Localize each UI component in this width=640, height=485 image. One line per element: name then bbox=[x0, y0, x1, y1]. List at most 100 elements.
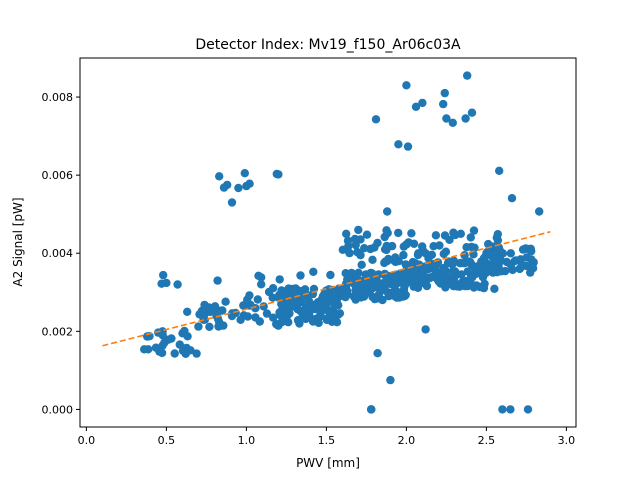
y-tick-label: 0.006 bbox=[42, 169, 74, 182]
data-point bbox=[257, 280, 266, 289]
data-point bbox=[515, 264, 524, 274]
data-point bbox=[173, 280, 182, 289]
data-point bbox=[380, 258, 389, 268]
x-tick-label: 2.5 bbox=[478, 434, 496, 447]
data-point bbox=[471, 263, 481, 273]
data-point bbox=[205, 307, 215, 317]
data-point bbox=[490, 284, 499, 293]
fit-line bbox=[102, 230, 551, 347]
data-point bbox=[157, 279, 166, 288]
data-point bbox=[421, 325, 430, 334]
data-point bbox=[200, 300, 209, 310]
data-point bbox=[383, 228, 392, 238]
data-point bbox=[440, 88, 449, 98]
data-point bbox=[379, 285, 388, 295]
data-point bbox=[170, 349, 179, 358]
data-point bbox=[445, 235, 454, 244]
data-point bbox=[409, 282, 418, 291]
data-point bbox=[323, 314, 332, 323]
data-point bbox=[297, 313, 307, 323]
data-point bbox=[140, 345, 149, 354]
data-point bbox=[507, 194, 517, 203]
data-point bbox=[439, 99, 448, 109]
data-point bbox=[234, 183, 243, 193]
data-point bbox=[435, 241, 444, 250]
data-point bbox=[308, 317, 318, 326]
data-point bbox=[352, 270, 361, 279]
data-point bbox=[243, 312, 252, 321]
x-tick-label: 0.5 bbox=[158, 434, 176, 447]
data-point bbox=[164, 335, 173, 344]
data-point bbox=[269, 313, 278, 322]
data-point bbox=[452, 282, 462, 291]
data-point bbox=[493, 230, 502, 239]
data-point bbox=[465, 257, 474, 266]
data-point bbox=[403, 142, 413, 151]
data-point bbox=[394, 140, 403, 149]
data-point bbox=[388, 255, 397, 264]
data-point bbox=[262, 309, 272, 318]
data-point bbox=[277, 318, 286, 327]
data-point bbox=[466, 233, 475, 242]
data-point bbox=[527, 255, 536, 264]
data-point bbox=[290, 285, 299, 295]
data-point bbox=[357, 260, 366, 269]
x-tick-label: 1.5 bbox=[318, 434, 336, 447]
data-point bbox=[178, 346, 188, 355]
data-point bbox=[341, 293, 350, 302]
data-point bbox=[290, 300, 299, 310]
data-point bbox=[371, 115, 381, 124]
data-point bbox=[389, 271, 398, 280]
data-point bbox=[498, 249, 508, 258]
data-point bbox=[242, 181, 251, 191]
x-tick-label: 3.0 bbox=[558, 434, 576, 447]
data-point bbox=[384, 291, 393, 301]
data-point bbox=[255, 317, 264, 326]
data-point bbox=[449, 269, 458, 278]
data-point bbox=[506, 405, 515, 414]
data-point bbox=[315, 311, 325, 321]
data-point bbox=[471, 269, 481, 279]
data-point bbox=[386, 375, 395, 385]
data-point bbox=[431, 231, 441, 240]
data-point bbox=[484, 266, 493, 275]
data-point bbox=[368, 255, 377, 264]
x-axis-label: PWV [mm] bbox=[296, 456, 360, 470]
data-point bbox=[518, 245, 528, 254]
data-point bbox=[335, 309, 345, 318]
data-point bbox=[467, 108, 477, 117]
y-tick-label: 0.002 bbox=[42, 325, 74, 338]
data-point bbox=[275, 275, 284, 284]
data-point bbox=[159, 270, 168, 280]
data-point bbox=[213, 276, 222, 285]
data-point bbox=[195, 310, 204, 319]
fit-line-layer bbox=[102, 230, 551, 347]
data-point bbox=[212, 311, 221, 320]
data-point bbox=[304, 304, 313, 313]
data-point bbox=[368, 292, 377, 302]
data-point bbox=[382, 277, 392, 286]
data-point bbox=[311, 304, 320, 314]
data-point bbox=[457, 270, 466, 279]
data-point bbox=[435, 277, 444, 286]
data-point bbox=[460, 251, 469, 260]
data-point bbox=[343, 244, 352, 253]
data-point bbox=[326, 270, 335, 280]
data-point bbox=[478, 273, 488, 282]
data-point bbox=[350, 234, 360, 244]
data-point bbox=[227, 198, 237, 207]
data-point bbox=[470, 243, 479, 252]
data-point bbox=[411, 102, 421, 112]
data-point bbox=[215, 321, 225, 330]
data-point bbox=[254, 271, 263, 280]
data-point bbox=[439, 263, 449, 273]
data-point bbox=[463, 71, 472, 80]
data-point bbox=[411, 275, 420, 285]
x-axis: 0.0 0.5 1.0 1.5 2.0 2.5 3.0 bbox=[78, 427, 576, 447]
data-point bbox=[498, 405, 507, 414]
data-point bbox=[272, 169, 281, 179]
data-point bbox=[240, 169, 249, 178]
data-point bbox=[155, 347, 164, 356]
x-tick-label: 1.0 bbox=[238, 434, 256, 447]
